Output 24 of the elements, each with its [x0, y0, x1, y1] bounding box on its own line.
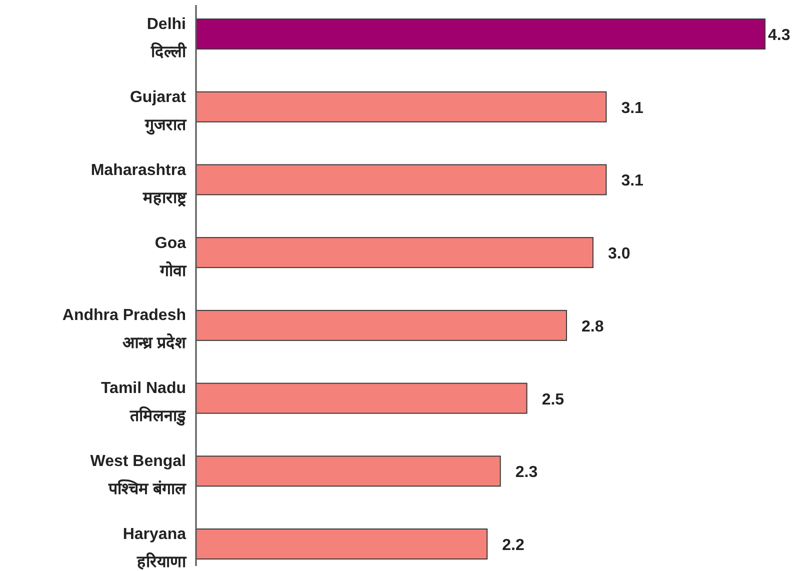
category-label: Maharashtra महाराष्ट्र	[90, 160, 186, 209]
data-label: 2.2	[502, 537, 524, 554]
bar	[196, 237, 594, 268]
data-label: 3.1	[621, 172, 644, 190]
bar	[196, 528, 488, 560]
data-label: 2.3	[515, 464, 538, 482]
category-label: West Bengal पश्चिम बंगाल	[90, 452, 186, 500]
category-label: Gujarat गुजरात	[130, 88, 186, 137]
category-label: Andhra Pradesh आन्ध्र प्रदेश	[62, 306, 186, 354]
category-label: Tamil Nadu तमिलनाडु	[100, 379, 186, 428]
category-label: Haryana हरियाणा	[122, 525, 186, 571]
data-label: 3.1	[621, 100, 644, 117]
bar	[196, 456, 501, 487]
data-label: 2.8	[582, 318, 604, 336]
data-label: 3.0	[608, 246, 630, 263]
data-label: 4.3	[768, 27, 790, 44]
category-label: Delhi दिल्ली	[146, 15, 186, 63]
bar	[196, 164, 607, 196]
bar	[196, 18, 766, 50]
bar	[196, 310, 568, 341]
bar	[196, 382, 528, 414]
bar	[196, 91, 607, 122]
data-label: 2.5	[542, 391, 564, 408]
category-label: Goa गोवा	[154, 234, 186, 282]
